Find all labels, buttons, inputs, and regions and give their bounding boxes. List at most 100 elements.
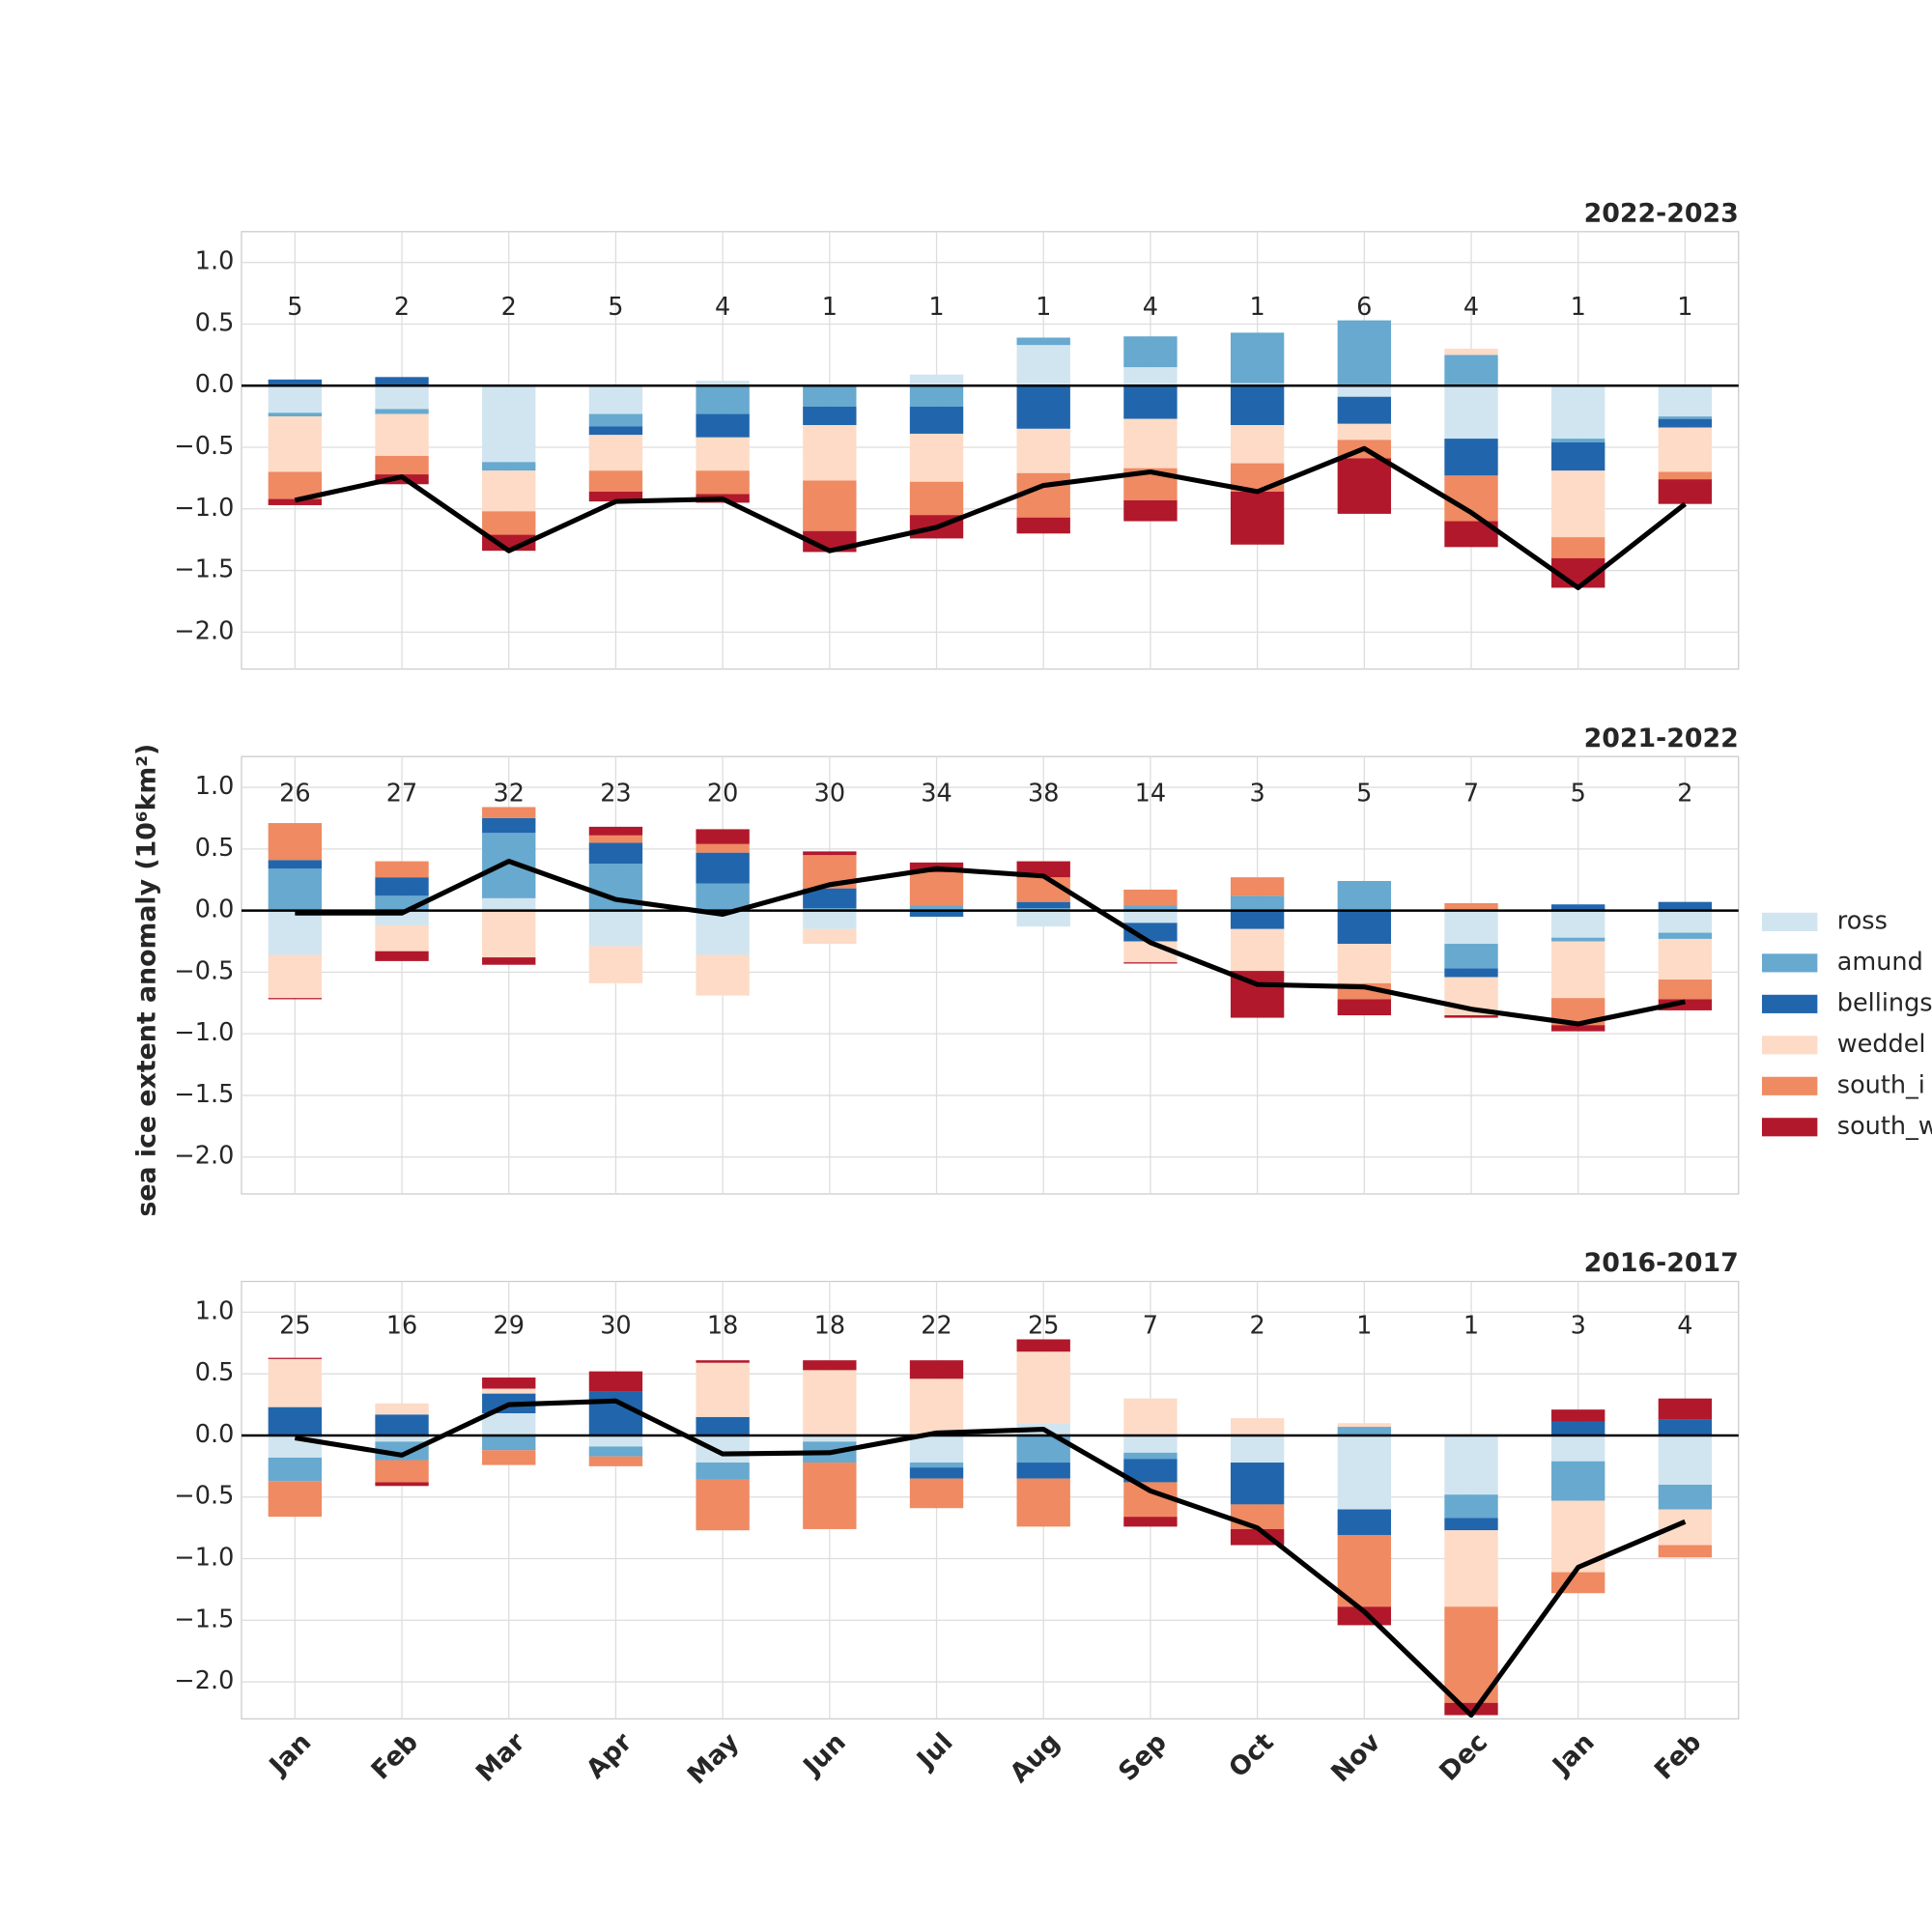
count-label: 4 — [1677, 1312, 1692, 1341]
bar-segment — [1551, 910, 1605, 938]
bar-segment — [268, 860, 323, 869]
bar-segment — [1123, 385, 1178, 419]
y-tick-label: −1.5 — [174, 1605, 234, 1634]
bar-segment — [1123, 367, 1178, 386]
count-label: 30 — [600, 1312, 631, 1341]
y-tick-label: −1.0 — [174, 494, 234, 523]
count-label: 1 — [1677, 293, 1692, 322]
x-tick-label: May — [682, 1727, 745, 1790]
bar-segment — [1444, 1530, 1498, 1607]
bar-segment — [482, 897, 536, 911]
count-label: 25 — [279, 1312, 310, 1341]
bar-segment — [1337, 1509, 1391, 1536]
count-label: 4 — [1463, 293, 1479, 322]
bar-segment — [268, 416, 323, 472]
x-tick-label: Jun — [797, 1727, 852, 1782]
bar-segment — [1230, 332, 1285, 384]
bar-segment — [1658, 901, 1713, 911]
count-label: 25 — [1028, 1312, 1059, 1341]
bar-segment — [1230, 910, 1285, 929]
bar-segment — [803, 406, 857, 426]
bar-segment — [1658, 999, 1713, 1010]
bar-segment — [1123, 1398, 1178, 1435]
legend-swatch — [1761, 1118, 1818, 1137]
bar-segment — [1123, 889, 1178, 906]
bar-segment — [1123, 1452, 1178, 1460]
bar-segment — [588, 1391, 643, 1435]
count-label: 5 — [608, 293, 623, 322]
bar-segment — [1016, 901, 1070, 909]
bar-segment — [375, 861, 429, 878]
bar-segment — [1444, 910, 1498, 945]
bar-segment — [482, 1450, 536, 1465]
count-label: 7 — [1143, 1312, 1158, 1341]
bar-segment — [1551, 439, 1605, 442]
count-label: 14 — [1135, 780, 1166, 809]
count-label: 38 — [1028, 780, 1059, 809]
bar-segment — [268, 412, 323, 417]
bar-segment — [1123, 499, 1178, 522]
bar-segment — [1016, 385, 1070, 429]
bar-segment — [1337, 910, 1391, 945]
chart-title: 2016-2017 — [1584, 1248, 1739, 1278]
bar-segment — [803, 480, 857, 531]
bar-segment — [375, 877, 429, 896]
count-label: 23 — [600, 780, 631, 809]
bar-segment — [1337, 944, 1391, 983]
bar-segment — [696, 385, 750, 414]
bar-segment — [1658, 1435, 1713, 1485]
bar-segment — [375, 385, 429, 410]
bar-segment — [1123, 905, 1178, 911]
bar-segment — [909, 374, 964, 386]
bar-segment — [803, 1370, 857, 1435]
bar-segment — [588, 413, 643, 427]
bar-segment — [268, 823, 323, 861]
bar-segment — [268, 868, 323, 911]
bar-segment — [482, 817, 536, 834]
bar-segment — [1444, 385, 1498, 440]
bar-segment — [1551, 1409, 1605, 1422]
count-label: 34 — [921, 780, 952, 809]
bar-segment — [696, 1479, 750, 1531]
bar-segment — [1123, 1435, 1178, 1453]
x-tick-label: Oct — [1223, 1727, 1279, 1783]
x-tick-label: Jan — [263, 1727, 318, 1782]
x-tick-label: Feb — [366, 1727, 424, 1785]
bar-segment — [1337, 999, 1391, 1016]
count-label: 30 — [814, 780, 845, 809]
bar-segment — [1337, 1606, 1391, 1626]
bar-segment — [696, 1463, 750, 1480]
legend-label: south_w — [1837, 1112, 1932, 1141]
bar-segment — [1444, 348, 1498, 355]
bar-segment — [909, 406, 964, 434]
bar-segment — [1337, 1427, 1391, 1435]
bar-segment — [909, 481, 964, 516]
bar-segment — [375, 413, 429, 456]
bar-segment — [588, 491, 643, 502]
x-tick-label: Aug — [1005, 1727, 1066, 1789]
count-label: 1 — [1356, 1312, 1372, 1341]
bar-segment — [268, 1406, 323, 1435]
legend-label: bellings — [1837, 988, 1932, 1017]
bar-segment — [1658, 980, 1713, 1000]
bar-segment — [1016, 345, 1070, 386]
count-label: 22 — [921, 1312, 952, 1341]
bar-segment — [268, 1357, 323, 1359]
bar-segment — [1016, 337, 1070, 346]
bar-segment — [1658, 385, 1713, 417]
count-label: 1 — [822, 293, 838, 322]
bar-segment — [268, 954, 323, 999]
bar-segment — [1551, 385, 1605, 440]
bar-segment — [1658, 427, 1713, 472]
count-label: 29 — [494, 1312, 525, 1341]
bar-segment — [803, 1463, 857, 1529]
y-tick-label: −0.5 — [174, 1482, 234, 1511]
bar-segment — [375, 1414, 429, 1435]
bar-segment — [482, 385, 536, 463]
bar-segment — [588, 842, 643, 865]
bar-segment — [375, 924, 429, 952]
y-tick-label: −1.5 — [174, 1080, 234, 1109]
bar-segment — [588, 385, 643, 414]
bar-segment — [803, 888, 857, 909]
